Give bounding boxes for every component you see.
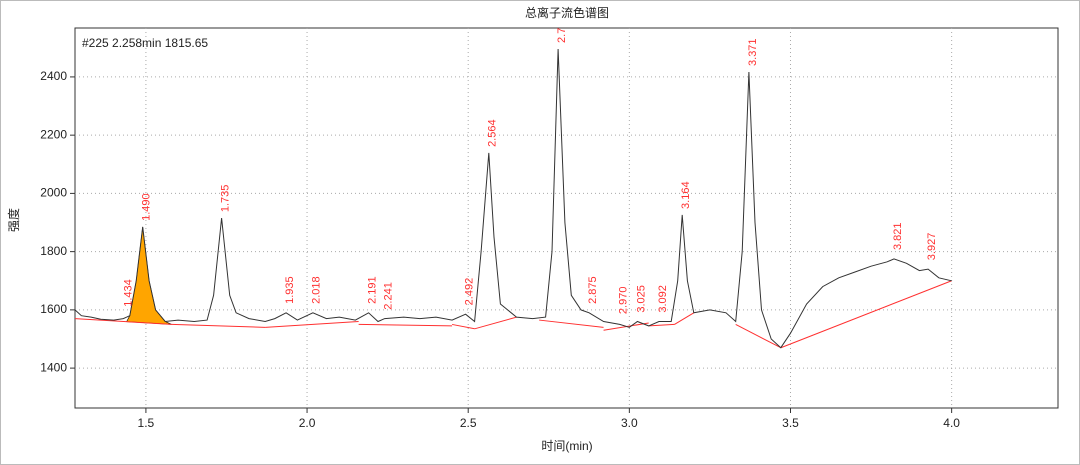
peak-label: 3.821 (892, 222, 904, 250)
y-tick-label: 1400 (40, 360, 67, 374)
y-tick-label: 2000 (40, 186, 67, 200)
x-tick-label: 2.5 (460, 416, 477, 430)
x-tick-label: 4.0 (943, 416, 960, 430)
plot-area (74, 27, 1059, 409)
peak-label: 1.434 (123, 279, 135, 307)
baseline (735, 323, 782, 349)
peak-label: 2.241 (383, 282, 395, 310)
y-tick-label: 2400 (40, 69, 67, 83)
peak-label: 2.564 (487, 119, 499, 147)
peak-label: 2.018 (311, 276, 323, 304)
peak-label: 2.970 (618, 287, 630, 315)
y-axis-label: 强度 (6, 208, 21, 232)
y-tick-label: 1600 (40, 302, 67, 316)
x-axis-label: 时间(min) (541, 439, 592, 453)
x-tick-label: 2.0 (299, 416, 316, 430)
peak-label: 2.875 (587, 276, 599, 304)
baseline (74, 318, 172, 325)
peak-label: 3.025 (635, 285, 647, 313)
peak-label: 3.164 (680, 181, 692, 209)
x-tick-label: 3.5 (782, 416, 799, 430)
x-tick-label: 3.0 (621, 416, 638, 430)
baseline (674, 312, 695, 325)
readout: #225 2.258min 1815.65 (82, 36, 208, 50)
y-tick-label: 1800 (40, 244, 67, 258)
peak-label: 2.191 (367, 276, 379, 304)
peak-label: 1.735 (220, 185, 232, 213)
baseline (171, 323, 266, 328)
baseline (358, 323, 453, 327)
chart-title: 总离子流色谱图 (525, 5, 609, 20)
peak-label: 3.092 (657, 285, 669, 313)
baseline (451, 323, 475, 330)
peak-label: 1.490 (141, 193, 153, 221)
baseline (539, 319, 604, 328)
baseline (648, 323, 675, 327)
baseline (474, 316, 517, 330)
peak-label: 3.927 (926, 233, 938, 261)
baseline (780, 280, 952, 349)
baseline (265, 321, 359, 328)
peak-label: 2.7 (556, 28, 568, 43)
peak-label: 3.371 (747, 38, 759, 66)
trace (74, 48, 952, 349)
y-tick-label: 2200 (40, 127, 67, 141)
peak-label: 1.935 (284, 276, 296, 304)
peak-label: 2.492 (464, 278, 476, 306)
x-tick-label: 1.5 (138, 416, 155, 430)
